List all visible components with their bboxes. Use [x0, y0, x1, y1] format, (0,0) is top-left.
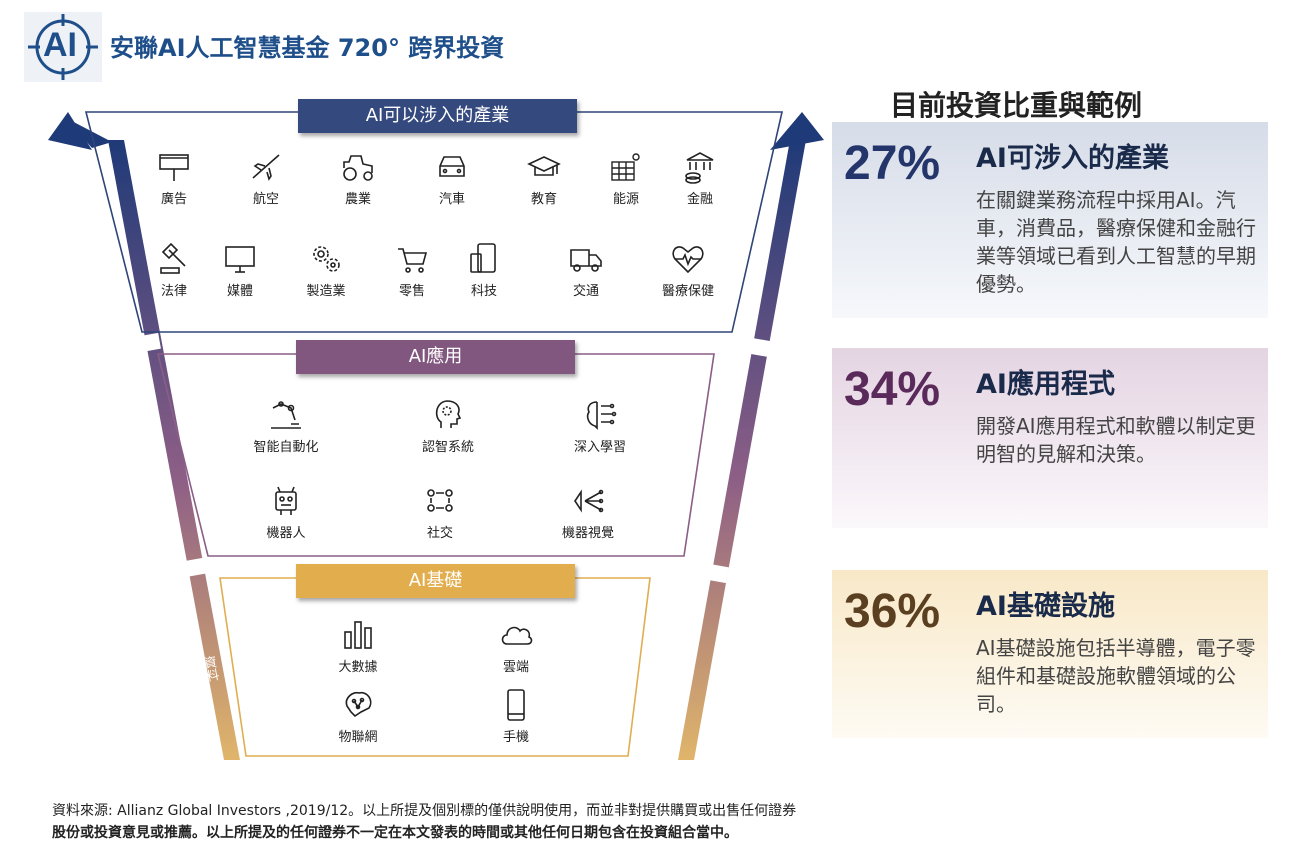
funnel-top-outline [84, 111, 784, 333]
footer-disclaimer-line: 股份或投資意見或推薦。以上所提及的任何證券不一定在本文發表的時間或其他任何日期包… [52, 825, 738, 841]
industry-item-law: 法律 [134, 242, 214, 299]
industry-item-aviation: 航空 [226, 150, 306, 207]
weight-percent: 27% [844, 137, 941, 190]
page-title: 安聯AI人工智慧基金 720° 跨界投資 [110, 34, 505, 62]
app-item-social: 社交 [400, 484, 480, 541]
app-item-robot: 機器人 [246, 484, 326, 541]
weight-name: AI可涉入的產業 [976, 143, 1169, 174]
weight-name: AI應用程式 [976, 369, 1115, 400]
weight-card-infrastructure: 36% AI基礎設施 AI基礎設施包括半導體，電子零組件和基礎設施軟體領域的公司… [832, 570, 1268, 738]
heart-pulse-icon [672, 246, 704, 274]
footer-source-line: 資料來源: Allianz Global Investors ,2019/12。… [52, 803, 797, 819]
industry-item-manufacturing: 製造業 [286, 242, 366, 299]
weight-percent: 34% [844, 363, 941, 416]
band-infrastructure-label: AI基礎 [296, 564, 575, 598]
app-item-smart-automation: 智能自動化 [246, 398, 326, 455]
monitor-icon [225, 246, 255, 273]
ai-logo: AI [24, 12, 102, 82]
app-item-deep-learning: 深入學習 [560, 398, 640, 455]
industry-item-transport: 交通 [546, 242, 626, 299]
industry-item-technology: 科技 [444, 242, 524, 299]
cloud-icon [501, 626, 533, 645]
industry-item-healthcare: 醫療保健 [648, 242, 728, 299]
industry-item-media: 媒體 [200, 242, 280, 299]
graduation-cap-icon [527, 156, 561, 176]
vision-icon [574, 489, 604, 513]
airplane-icon [252, 154, 280, 181]
band-industries-label: AI可以涉入的產業 [298, 99, 577, 133]
industry-item-automobile: 汽車 [412, 150, 492, 207]
solar-panel-icon [611, 153, 640, 181]
infra-item-iot: 物聯網 [318, 688, 398, 745]
infra-item-big-data: 大數據 [318, 618, 398, 675]
bank-icon [685, 152, 714, 184]
app-item-machine-vision: 機器視覺 [548, 484, 628, 541]
truck-icon [570, 249, 602, 272]
shopping-cart-icon [398, 248, 428, 273]
industry-item-energy: 能源 [586, 150, 666, 207]
billboard-icon [159, 154, 189, 181]
infra-item-cloud: 雲端 [476, 618, 556, 675]
band-applications-label: AI應用 [296, 340, 575, 374]
weight-card-applications: 34% AI應用程式 開發AI應用程式和軟體以制定更明智的見解和決策。 [832, 348, 1268, 528]
car-icon [439, 156, 465, 177]
industry-item-advertising: 廣告 [134, 150, 214, 207]
industry-item-retail: 零售 [372, 242, 452, 299]
head-gear-icon [435, 400, 462, 428]
weight-percent: 36% [844, 585, 941, 638]
devices-icon [470, 243, 496, 273]
robot-icon [275, 486, 297, 515]
industry-item-education: 教育 [504, 150, 584, 207]
industry-item-finance: 金融 [660, 150, 740, 207]
gavel-icon [160, 242, 186, 274]
right-arrow [667, 112, 824, 760]
tractor-icon [343, 155, 373, 181]
weight-description: 在關鍵業務流程中採用AI。汽車，消費品，醫療保健和金融行業等領域已看到人工智慧的… [976, 188, 1256, 296]
weight-description: 開發AI應用程式和軟體以制定更明智的見解和決策。 [976, 414, 1256, 466]
bar-chart-icon [344, 621, 372, 649]
weights-title: 目前投資比重與範例 [890, 89, 1143, 122]
app-item-cognitive-system: 認智系統 [408, 398, 488, 455]
crosshair-logo-icon [24, 12, 102, 82]
smartphone-icon [507, 689, 525, 721]
left-arrow [48, 112, 240, 760]
brain-network-icon [345, 691, 372, 718]
industry-item-agriculture: 農業 [318, 150, 398, 207]
robot-arm-icon [271, 401, 301, 429]
logo-text: AI [43, 26, 77, 64]
weight-card-industries: 27% AI可涉入的產業 在關鍵業務流程中採用AI。汽車，消費品，醫療保健和金融… [832, 122, 1268, 318]
brain-circuit-icon [586, 401, 617, 430]
weight-description: AI基礎設施包括半導體，電子零組件和基礎設施軟體領域的公司。 [976, 636, 1256, 716]
gears-icon [313, 246, 340, 272]
people-network-icon [427, 489, 453, 512]
weight-name: AI基礎設施 [976, 591, 1115, 622]
funnel-bottom-outline [219, 577, 651, 757]
infra-item-mobile: 手機 [476, 688, 556, 745]
